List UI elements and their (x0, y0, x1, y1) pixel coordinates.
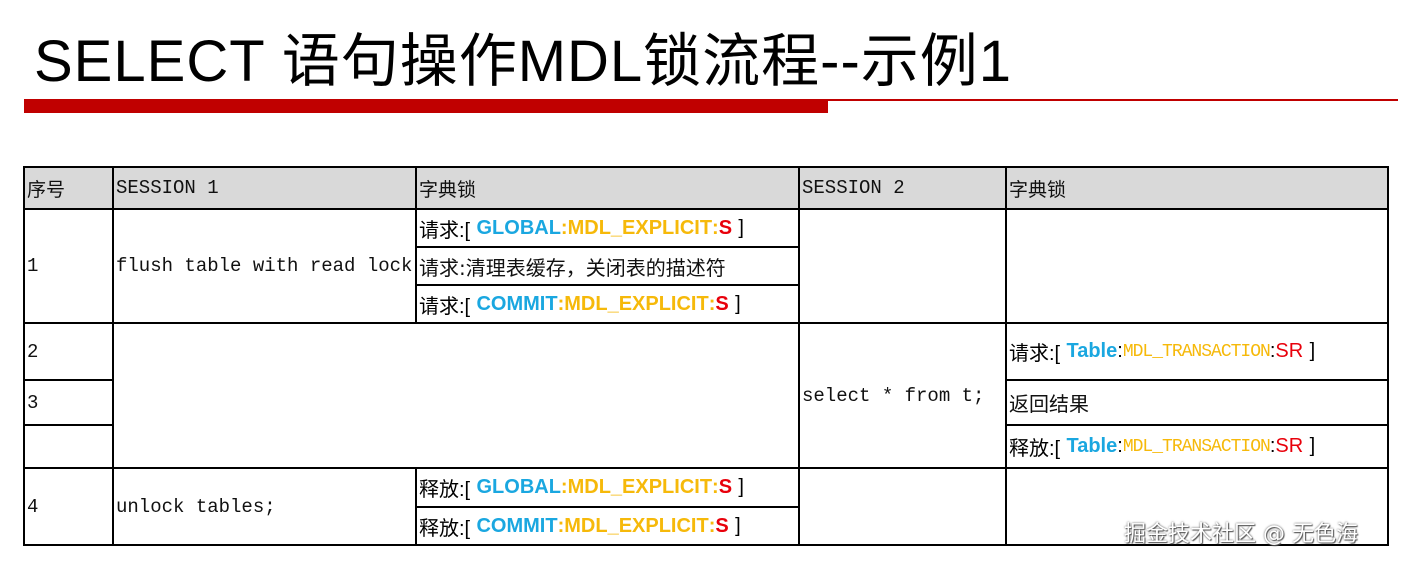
bracket: ] (1309, 340, 1316, 362)
row4-session1: unlock tables; (112, 467, 417, 546)
row3b-lock-table-release: 释放:[ Table: MDL_TRANSACTION: SR ] (1005, 424, 1389, 469)
lock-type: MDL_EXPLICIT (567, 476, 713, 498)
bracket: ] (735, 292, 741, 315)
title-underline-thin (828, 99, 1398, 101)
row2-seq: 2 (23, 322, 114, 381)
row1-lock2-empty (1005, 208, 1389, 324)
lock-mode: S (715, 292, 729, 315)
lock-object: COMMIT (476, 514, 558, 537)
row4-lock-commit-release: 释放:[ COMMIT: MDL_EXPLICIT: S ] (415, 506, 800, 546)
row3-seq: 3 (23, 379, 114, 426)
header-lock1: 字典锁 (415, 166, 800, 210)
lock-mode: SR (1275, 435, 1304, 457)
row3-lock-result: 返回结果 (1005, 379, 1389, 426)
sep: : (557, 292, 565, 315)
sep: : (712, 476, 719, 498)
lock-type: MDL_TRANSACTION (1122, 341, 1271, 362)
lock-mode: S (718, 476, 733, 498)
row4-lock2-empty (1005, 467, 1389, 546)
row1-lock-global: 请求:[ GLOBAL: MDL_EXPLICIT: S ] (415, 208, 800, 248)
row1-lock-commit: 请求:[ COMMIT: MDL_EXPLICIT: S ] (415, 284, 800, 324)
row4-seq: 4 (23, 467, 114, 546)
lock-action: 释放:[ (1009, 438, 1061, 460)
watermark: 掘金技术社区 @ 无色海 (1124, 522, 1358, 547)
lock-mode: S (715, 514, 729, 537)
row1-session2-empty (798, 208, 1007, 324)
sep: : (557, 514, 565, 537)
sep: : (1269, 340, 1276, 362)
lock-object: GLOBAL (476, 216, 561, 239)
lock-object: COMMIT (476, 292, 558, 315)
title-underline-thick (24, 99, 828, 113)
lock-object: Table (1066, 435, 1118, 457)
sep: : (1269, 435, 1276, 457)
lock-action: 释放:[ (419, 517, 471, 540)
sep: : (708, 292, 716, 315)
lock-action: 请求:[ (419, 295, 471, 318)
sep: : (1117, 340, 1123, 362)
row3b-seq-empty (23, 424, 114, 469)
header-seq: 序号 (23, 166, 114, 210)
sep: : (560, 216, 568, 239)
lock-mode: S (718, 216, 733, 239)
lock-type: MDL_EXPLICIT (564, 292, 709, 315)
row2-session2: select * from t; (798, 322, 1007, 469)
row4-session2-empty (798, 467, 1007, 546)
header-session2: SESSION 2 (798, 166, 1007, 210)
lock-type: MDL_EXPLICIT (567, 216, 713, 239)
lock-mode: SR (1275, 340, 1304, 362)
lock-action: 请求:[ (1009, 343, 1061, 365)
sep: : (712, 216, 719, 239)
row2-lock-table-request: 请求:[ Table: MDL_TRANSACTION: SR ] (1005, 322, 1389, 381)
row4-lock-global-release: 释放:[ GLOBAL: MDL_EXPLICIT: S ] (415, 467, 800, 508)
lock-type: MDL_EXPLICIT (564, 514, 709, 537)
bracket: ] (738, 216, 744, 239)
lock-action: 释放:[ (419, 479, 471, 501)
bracket: ] (1309, 435, 1316, 457)
bracket: ] (735, 514, 741, 537)
row1-session1: flush table with read lock; (112, 208, 417, 324)
lock-object: Table (1066, 340, 1118, 362)
row1-lock-flush: 请求:清理表缓存，关闭表的描述符 (415, 246, 800, 286)
sep: : (560, 476, 568, 498)
header-lock2: 字典锁 (1005, 166, 1389, 210)
header-session1: SESSION 1 (112, 166, 417, 210)
lock-type: MDL_TRANSACTION (1122, 436, 1271, 457)
row1-seq: 1 (23, 208, 114, 324)
sep: : (708, 514, 716, 537)
lock-object: GLOBAL (476, 476, 561, 498)
lock-action: 请求:[ (419, 219, 471, 242)
row2-session1-empty (112, 322, 800, 469)
sep: : (1117, 435, 1123, 457)
slide-title: SELECT 语句操作MDL锁流程--示例1 (34, 29, 1013, 94)
bracket: ] (738, 476, 744, 498)
